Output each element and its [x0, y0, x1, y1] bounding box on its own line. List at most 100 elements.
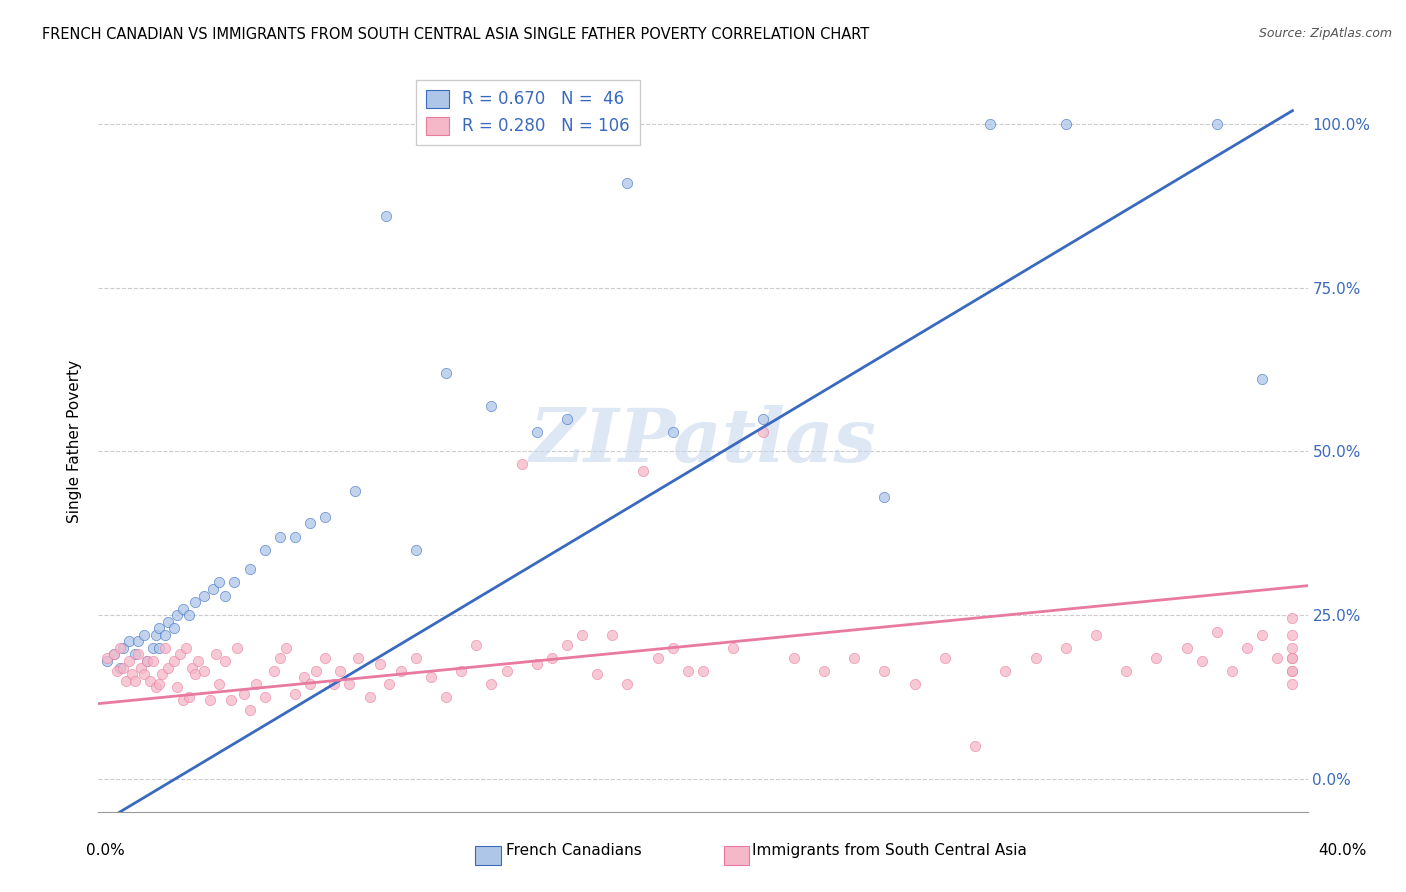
Point	[221, 693, 243, 707]
Point	[103, 648, 125, 662]
Point	[166, 680, 188, 694]
Point	[127, 634, 149, 648]
Point	[148, 677, 170, 691]
Point	[1281, 611, 1303, 625]
Point	[526, 425, 548, 439]
Point	[208, 575, 231, 590]
Point	[783, 650, 806, 665]
Point	[752, 425, 775, 439]
Point	[142, 654, 165, 668]
Legend: R = 0.670   N =  46, R = 0.280   N = 106: R = 0.670 N = 46, R = 0.280 N = 106	[416, 79, 640, 145]
Point	[105, 664, 128, 678]
Point	[631, 464, 654, 478]
Point	[1251, 628, 1274, 642]
Point	[103, 648, 125, 662]
Point	[555, 411, 578, 425]
Point	[184, 595, 207, 609]
Point	[163, 654, 186, 668]
Point	[1281, 664, 1303, 678]
Point	[124, 648, 146, 662]
Point	[555, 638, 578, 652]
Text: 0.0%: 0.0%	[86, 843, 125, 858]
Point	[232, 687, 254, 701]
Point	[284, 687, 307, 701]
Point	[420, 670, 443, 684]
Point	[540, 650, 562, 665]
Point	[1054, 640, 1077, 655]
Point	[114, 673, 136, 688]
Point	[108, 640, 131, 655]
Point	[510, 458, 533, 472]
Point	[166, 608, 188, 623]
Point	[1281, 650, 1303, 665]
Point	[205, 648, 228, 662]
Point	[172, 693, 194, 707]
Point	[1281, 664, 1303, 678]
Point	[253, 542, 276, 557]
Point	[1206, 624, 1229, 639]
Point	[193, 664, 215, 678]
Point	[129, 660, 152, 674]
Point	[284, 530, 307, 544]
Text: Source: ZipAtlas.com: Source: ZipAtlas.com	[1258, 27, 1392, 40]
Point	[314, 509, 336, 524]
Point	[111, 660, 134, 674]
Text: French Canadians: French Canadians	[506, 844, 643, 858]
Point	[1024, 650, 1046, 665]
Point	[873, 490, 896, 504]
Point	[239, 562, 262, 576]
Point	[1281, 677, 1303, 691]
Point	[1251, 372, 1274, 386]
Point	[1236, 640, 1258, 655]
Text: Immigrants from South Central Asia: Immigrants from South Central Asia	[752, 844, 1028, 858]
Point	[305, 664, 328, 678]
Point	[200, 693, 222, 707]
Point	[118, 654, 141, 668]
Point	[904, 677, 927, 691]
Point	[965, 739, 987, 754]
Point	[323, 677, 346, 691]
Point	[135, 654, 157, 668]
Point	[873, 664, 896, 678]
Point	[96, 650, 118, 665]
Point	[360, 690, 382, 704]
Point	[434, 690, 457, 704]
Text: ZIPatlas: ZIPatlas	[530, 405, 876, 478]
Point	[174, 640, 197, 655]
Point	[214, 589, 236, 603]
Point	[1054, 117, 1077, 131]
Point	[153, 628, 176, 642]
Point	[1281, 650, 1303, 665]
Point	[96, 654, 118, 668]
Point	[844, 650, 866, 665]
Point	[292, 670, 315, 684]
Point	[148, 621, 170, 635]
Point	[108, 660, 131, 674]
Point	[124, 673, 146, 688]
Point	[299, 516, 322, 531]
Point	[481, 399, 503, 413]
Point	[450, 664, 472, 678]
Point	[132, 667, 155, 681]
Point	[135, 654, 157, 668]
Point	[661, 640, 683, 655]
Point	[150, 667, 173, 681]
Point	[661, 425, 683, 439]
Point	[148, 640, 170, 655]
Point	[1220, 664, 1243, 678]
Point	[405, 650, 427, 665]
Point	[377, 677, 399, 691]
Point	[269, 650, 291, 665]
Point	[723, 640, 745, 655]
Point	[153, 640, 176, 655]
Point	[169, 648, 191, 662]
Point	[274, 640, 297, 655]
Point	[263, 664, 285, 678]
Text: FRENCH CANADIAN VS IMMIGRANTS FROM SOUTH CENTRAL ASIA SINGLE FATHER POVERTY CORR: FRENCH CANADIAN VS IMMIGRANTS FROM SOUTH…	[42, 27, 869, 42]
Point	[156, 615, 179, 629]
Point	[226, 640, 249, 655]
Point	[121, 667, 143, 681]
Point	[934, 650, 956, 665]
Point	[139, 673, 162, 688]
Point	[239, 703, 262, 717]
